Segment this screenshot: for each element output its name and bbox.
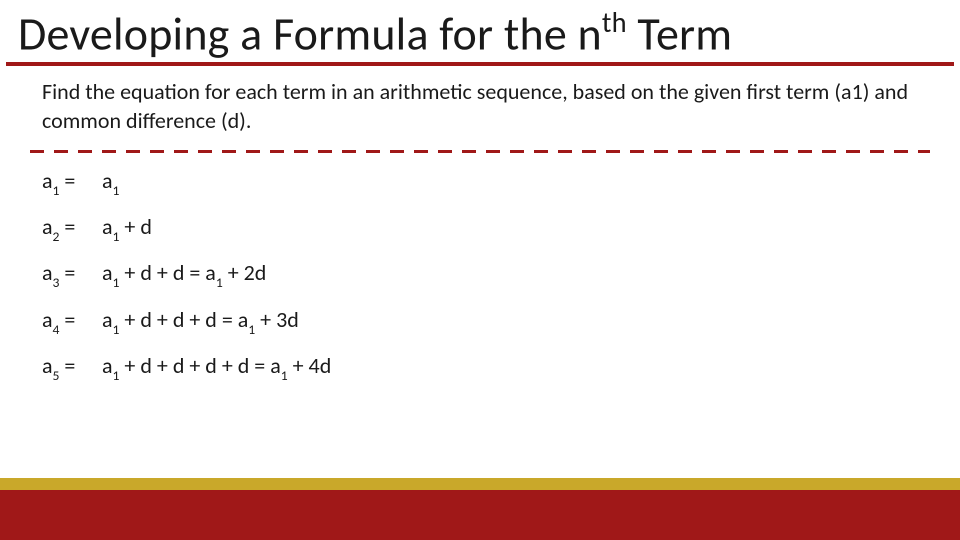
equation-row: a5 =a1 + d + d + d + d = a1 + 4d: [42, 352, 918, 382]
equation-rhs: a1 + d: [102, 213, 918, 243]
equation-row: a4 =a1 + d + d + d = a1 + 3d: [42, 306, 918, 336]
equation-rhs: a1: [102, 167, 918, 197]
equation-lhs: a3 =: [42, 259, 102, 289]
equation-lhs: a4 =: [42, 306, 102, 336]
equation-lhs: a1 =: [42, 167, 102, 197]
page-title: Developing a Formula for the nth Term: [0, 0, 960, 62]
footer-main-bar: [0, 490, 960, 540]
title-post: Term: [627, 6, 732, 62]
equation-rhs: a1 + d + d + d + d = a1 + 4d: [102, 352, 918, 382]
equation-rhs: a1 + d + d = a1 + 2d: [102, 259, 918, 289]
title-pre: Developing a Formula for the n: [18, 6, 602, 62]
equation-lhs: a5 =: [42, 352, 102, 382]
equation-rhs: a1 + d + d + d = a1 + 3d: [102, 306, 918, 336]
equation-lhs: a2 =: [42, 213, 102, 243]
footer: [0, 478, 960, 540]
equation-list: a1 =a1a2 =a1 + da3 =a1 + d + d = a1 + 2d…: [0, 153, 960, 383]
intro-text: Find the equation for each term in an ar…: [0, 66, 960, 149]
equation-row: a2 =a1 + d: [42, 213, 918, 243]
equation-row: a3 =a1 + d + d = a1 + 2d: [42, 259, 918, 289]
equation-row: a1 =a1: [42, 167, 918, 197]
title-superscript: th: [602, 5, 627, 40]
footer-accent-bar: [0, 478, 960, 490]
